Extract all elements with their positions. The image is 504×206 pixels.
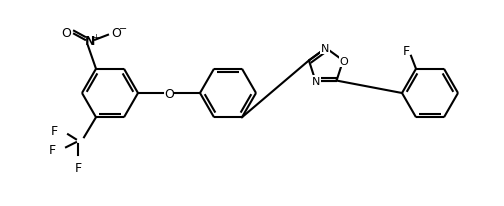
Text: O: O <box>61 27 71 40</box>
Text: N: N <box>85 35 95 48</box>
Text: O: O <box>340 57 348 67</box>
Text: O: O <box>111 27 121 40</box>
Text: N: N <box>321 44 329 54</box>
Text: +: + <box>93 33 99 42</box>
Text: F: F <box>75 161 82 174</box>
Text: F: F <box>402 45 410 58</box>
Text: O: O <box>164 87 174 100</box>
Text: N: N <box>312 76 321 86</box>
Text: F: F <box>48 143 55 156</box>
Text: F: F <box>50 124 57 137</box>
Text: −: − <box>119 24 127 34</box>
